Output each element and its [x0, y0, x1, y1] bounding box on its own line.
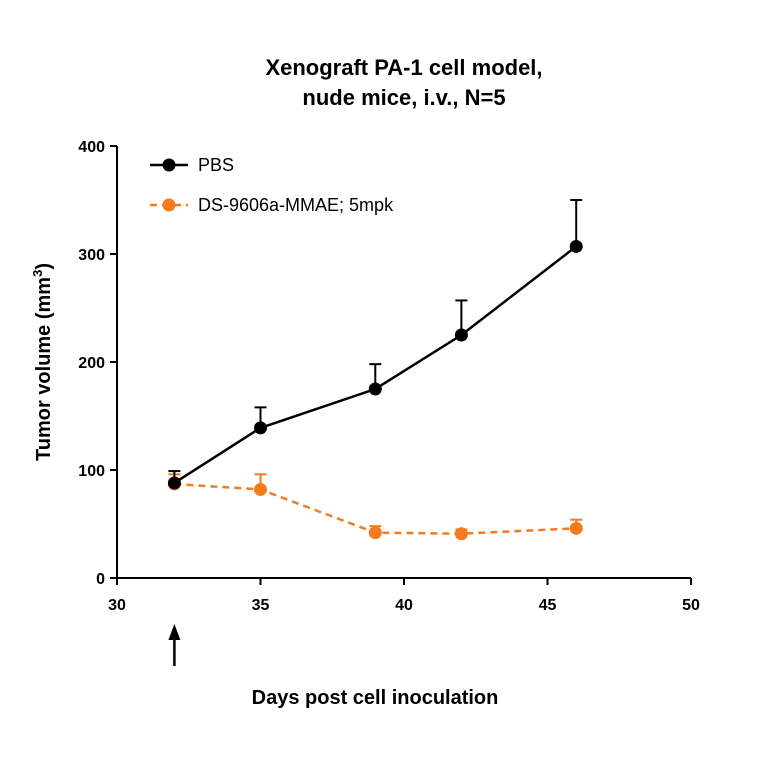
- x-tick-label-30: 30: [108, 597, 126, 614]
- legend-marker-1: [162, 198, 176, 212]
- legend-item-0: PBS: [150, 155, 234, 175]
- data-point-1-2: [368, 526, 382, 540]
- x-tick-label-45: 45: [539, 597, 557, 614]
- y-tick-label-400: 400: [78, 139, 105, 156]
- axes: [110, 145, 692, 585]
- y-tick-label-300: 300: [78, 247, 105, 264]
- series-1: [167, 473, 583, 541]
- x-axis-label: Days post cell inoculation: [252, 687, 499, 709]
- y-tick-label-200: 200: [78, 355, 105, 372]
- data-point-1-3: [454, 527, 468, 541]
- y-axis-label: Tumor volume (mm3): [30, 263, 55, 461]
- y-axis-label-superscript: 3: [30, 270, 45, 277]
- x-tick-label-40: 40: [395, 597, 413, 614]
- y-axis-label-main: Tumor volume (mm: [33, 277, 55, 461]
- data-point-0-2: [368, 382, 382, 396]
- legend: PBS DS-9606a-MMAE; 5mpk: [150, 155, 394, 215]
- data-point-0-4: [569, 239, 583, 253]
- legend-label-0: PBS: [198, 155, 234, 175]
- dosing-arrow-head: [168, 624, 181, 640]
- x-tick-label-50: 50: [682, 597, 700, 614]
- data-point-0-3: [454, 328, 468, 342]
- chart-title-line-2: nude mice, i.v., N=5: [302, 85, 505, 110]
- dosing-arrow-icon: [168, 624, 181, 666]
- data-point-0-0: [167, 476, 181, 490]
- data-point-0-1: [254, 421, 267, 435]
- legend-item-1: DS-9606a-MMAE; 5mpk: [150, 195, 394, 215]
- y-tick-label-0: 0: [96, 571, 105, 588]
- y-tick-label-100: 100: [78, 463, 105, 480]
- chart-marks: [167, 199, 583, 666]
- y-axis-label-close: ): [33, 263, 55, 270]
- x-tick-label-35: 35: [252, 597, 270, 614]
- data-point-1-1: [254, 482, 267, 496]
- chart-title-line-1: Xenograft PA-1 cell model,: [265, 55, 542, 80]
- data-point-1-4: [569, 521, 583, 535]
- tick-labels: 0 100 200 300 400 30 35 40 45 50: [78, 139, 700, 614]
- series-0: [167, 199, 583, 490]
- legend-label-1: DS-9606a-MMAE; 5mpk: [198, 195, 394, 215]
- legend-marker-0: [162, 158, 176, 172]
